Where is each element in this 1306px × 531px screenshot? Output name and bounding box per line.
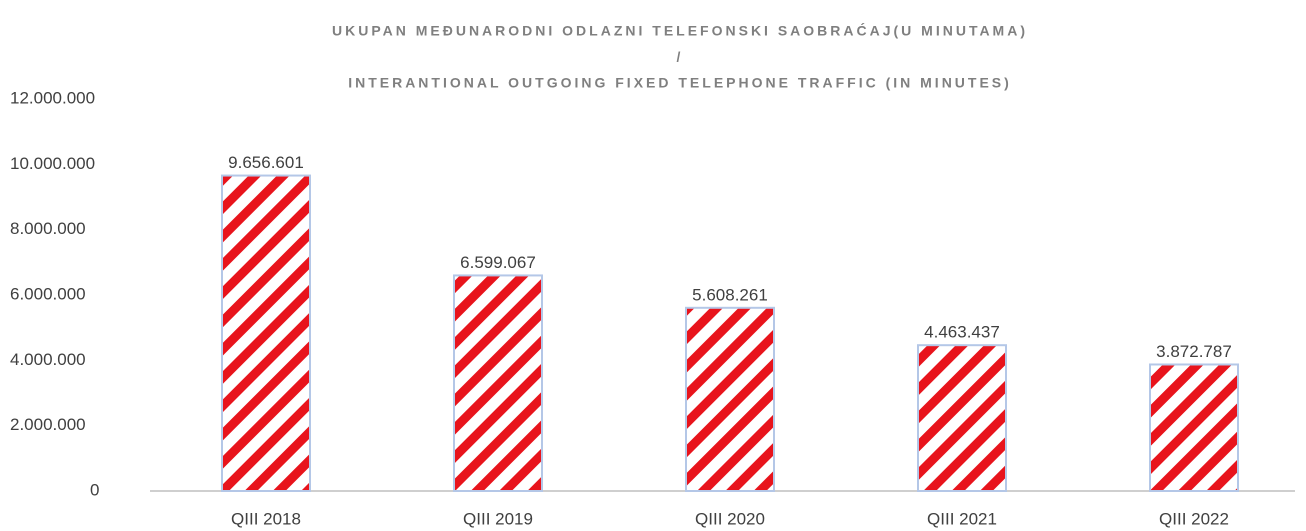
y-tick-label: 12.000.000 [10,88,95,107]
y-tick-label: 8.000.000 [10,219,86,238]
x-tick-label: QIII 2019 [463,509,533,528]
y-tick-label: 2.000.000 [10,415,86,434]
chart-title: INTERANTIONAL OUTGOING FIXED TELEPHONE T… [348,75,1012,91]
bar [453,274,543,492]
x-tick-label: QIII 2022 [1159,509,1229,528]
y-tick-label: 4.000.000 [10,350,86,369]
bar [917,344,1007,492]
x-tick-label: QIII 2021 [927,509,997,528]
chart-title: UKUPAN MEĐUNARODNI ODLAZNI TELEFONSKI SA… [332,22,1028,39]
y-tick-label: 6.000.000 [10,284,86,303]
bar [221,174,311,493]
chart-title: / [677,49,684,65]
value-label: 5.608.261 [692,285,768,304]
value-label: 3.872.787 [1156,342,1232,361]
x-tick-label: QIII 2018 [231,509,301,528]
y-tick-label: 10.000.000 [10,154,95,173]
value-label: 6.599.067 [460,253,536,272]
x-tick-label: QIII 2020 [695,509,765,528]
bar [685,306,775,492]
bar [1149,363,1239,492]
y-tick-label: 0 [90,480,99,499]
value-label: 9.656.601 [228,153,304,172]
value-label: 4.463.437 [924,323,1000,342]
